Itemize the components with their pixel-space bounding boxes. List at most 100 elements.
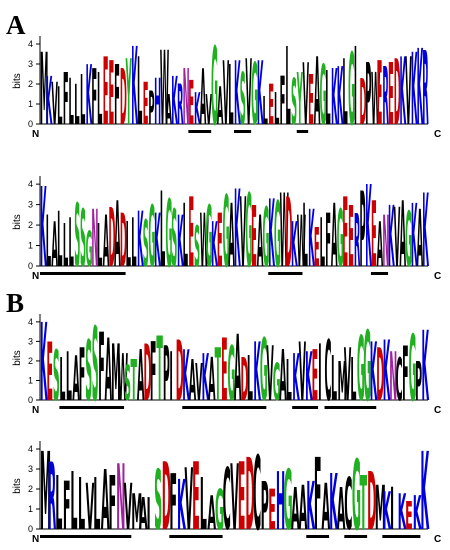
logo-residue: K bbox=[399, 38, 406, 146]
y-tick-label: 0 bbox=[28, 395, 33, 405]
logo-residue: D bbox=[108, 190, 115, 286]
logo-residue: E bbox=[108, 42, 114, 145]
logo-residue: K bbox=[182, 336, 190, 417]
logo-residue: K bbox=[40, 166, 47, 293]
logo-residue: P bbox=[163, 330, 170, 418]
logo-residue: I bbox=[147, 488, 151, 540]
logo-residue: L bbox=[331, 344, 337, 415]
logo-residue: W bbox=[280, 173, 289, 290]
logo-residue: A bbox=[105, 321, 112, 421]
logo-residue: M bbox=[375, 475, 386, 545]
y-tick-label: 1 bbox=[28, 375, 33, 385]
logo-residue: A bbox=[291, 476, 300, 543]
logo-residue: G bbox=[409, 317, 417, 422]
logo-residue: G bbox=[405, 196, 412, 285]
logo-residue: I bbox=[390, 476, 394, 543]
logo-residue: K bbox=[308, 194, 315, 285]
logo-residue: M bbox=[40, 32, 48, 148]
logo-residue: G bbox=[283, 453, 292, 548]
logo-residue: A bbox=[337, 476, 346, 543]
y-tick-label: 3 bbox=[28, 336, 33, 346]
logo-residue: A bbox=[207, 486, 216, 540]
logo-residue: A bbox=[331, 186, 338, 287]
logo-residue: L bbox=[97, 58, 102, 141]
logo-residue: S bbox=[53, 336, 60, 417]
logo-residue: K bbox=[422, 173, 429, 290]
logo-residue: L bbox=[66, 340, 72, 417]
logo-residue: A bbox=[139, 488, 148, 540]
n-terminus-label: N bbox=[32, 534, 39, 545]
logo-residue: V bbox=[299, 327, 306, 420]
logo-residue: L bbox=[55, 462, 62, 547]
logo-residue: F bbox=[280, 64, 286, 141]
logo-residue: L bbox=[46, 201, 51, 282]
logo-residue: E bbox=[221, 321, 227, 421]
logo-residue: E bbox=[388, 47, 394, 146]
logo-residue: E bbox=[188, 69, 194, 139]
logo-residue: V bbox=[124, 471, 133, 545]
logo-residue: G bbox=[274, 184, 281, 288]
logo-residue: A bbox=[314, 38, 321, 146]
logo-residue: K bbox=[382, 481, 391, 542]
logo-residue: S bbox=[291, 65, 297, 139]
y-tick-label: 2 bbox=[28, 356, 33, 366]
logo-residue: K bbox=[413, 486, 422, 540]
logo-residue: S bbox=[92, 307, 99, 425]
logo-residue: F bbox=[314, 438, 322, 550]
logo-residue: L bbox=[183, 186, 188, 287]
logo-residue: F bbox=[169, 458, 177, 548]
logo-residue: L bbox=[70, 456, 77, 548]
logo-residue: E bbox=[238, 442, 246, 550]
logo-residue: P bbox=[360, 172, 366, 292]
logo-residue: K bbox=[329, 458, 338, 548]
y-tick-label: 1 bbox=[28, 241, 33, 251]
y-tick-label: 2 bbox=[28, 484, 33, 494]
logo-residue: D bbox=[394, 41, 401, 147]
logo-residue: K bbox=[86, 48, 93, 144]
logo-residue: N bbox=[183, 52, 190, 142]
logo-residue: K bbox=[420, 431, 429, 550]
c-terminus-label: C bbox=[434, 534, 441, 545]
logo-residue: L bbox=[69, 206, 74, 283]
logo-residue: V bbox=[266, 330, 273, 418]
motif-underline-bar bbox=[324, 406, 377, 409]
logo-residue: P bbox=[415, 351, 422, 414]
motif-underline-bar bbox=[306, 535, 330, 538]
logo-residue: K bbox=[411, 186, 418, 287]
y-axis-title: bits bbox=[12, 350, 23, 366]
logo-residue: L bbox=[200, 465, 207, 547]
logo-residue: L bbox=[57, 75, 62, 136]
logo-residue: Y bbox=[125, 41, 131, 147]
logo-residue: A bbox=[103, 201, 110, 282]
logo-residue: A bbox=[137, 336, 144, 417]
logo-residue: K bbox=[234, 167, 241, 291]
logo-residue: E bbox=[377, 42, 383, 145]
logo-residue: P bbox=[261, 469, 269, 546]
logo-residue: S bbox=[85, 323, 92, 420]
logo-residue: K bbox=[257, 42, 264, 145]
y-tick-label: 0 bbox=[28, 261, 33, 271]
logo-residue: G bbox=[228, 330, 236, 418]
logo-residue: K bbox=[137, 196, 144, 285]
logo-residue: D bbox=[285, 177, 292, 288]
logo-residue: A bbox=[217, 75, 224, 136]
logo-residue: L bbox=[274, 85, 279, 135]
logo-residue: L bbox=[320, 206, 325, 283]
panel-label-b: B bbox=[6, 288, 24, 318]
logo-residue: K bbox=[177, 465, 186, 546]
logo-residue: K bbox=[305, 340, 313, 417]
y-tick-label: 4 bbox=[28, 39, 33, 49]
logo-residue: M bbox=[111, 330, 120, 420]
logo-residue: C bbox=[325, 323, 332, 420]
logo-residue: F bbox=[325, 200, 331, 284]
logo-residue: K bbox=[194, 85, 201, 135]
y-axis-title: bits bbox=[12, 73, 23, 89]
logo-residue: E bbox=[308, 61, 314, 141]
logo-residue: S bbox=[124, 357, 131, 412]
logo-residue: K bbox=[365, 162, 372, 293]
logo-residue: A bbox=[166, 85, 173, 133]
motif-underline-bar bbox=[268, 272, 303, 275]
y-tick-label: 4 bbox=[28, 317, 33, 327]
logo-residue: D bbox=[143, 330, 151, 420]
